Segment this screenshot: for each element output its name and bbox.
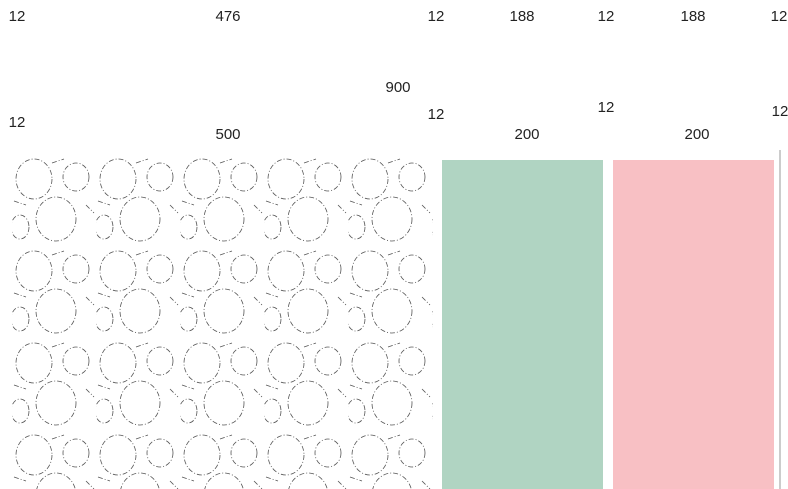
bottom-dimension: 12	[9, 114, 26, 131]
bottom-dimension: 200	[684, 126, 709, 143]
top-dimension: 12	[598, 8, 615, 25]
top-dimension: 188	[509, 8, 534, 25]
bottom-dimension: 12	[772, 103, 788, 120]
total-width: 900	[385, 79, 410, 96]
bottom-dimension: 12	[598, 99, 615, 116]
top-dimension: 476	[215, 8, 240, 25]
texture-panel	[12, 155, 433, 489]
bottom-dimension: 12	[428, 106, 445, 123]
top-dimension: 12	[771, 8, 788, 25]
top-dimension: 188	[680, 8, 705, 25]
bottom-dimension: 500	[215, 126, 240, 143]
green-panel	[442, 160, 603, 489]
bottom-dimension: 200	[514, 126, 539, 143]
top-dimension: 12	[9, 8, 26, 25]
top-dimension: 12	[428, 8, 445, 25]
pink-panel	[613, 160, 774, 489]
